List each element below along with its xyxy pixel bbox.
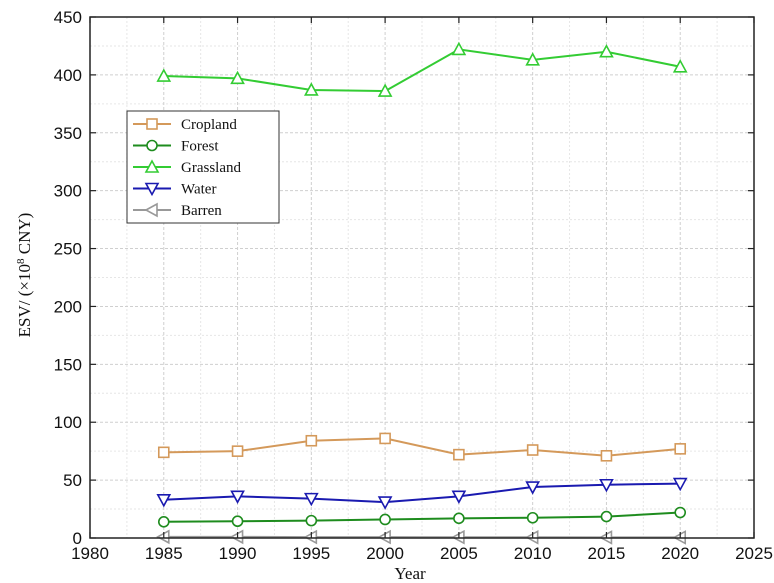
legend: Cropland Forest Grassland Water Barren	[126, 110, 280, 224]
series-forest	[157, 506, 687, 528]
tick-labels: 1980 1985 1990 1995 2000 2005 2010 2015 2020 2025…	[54, 8, 773, 563]
data-point-cropland	[379, 432, 391, 445]
data-point-water	[599, 478, 614, 493]
data-point-grassland	[525, 52, 541, 66]
data-point-water	[377, 496, 393, 510]
data-point-forest	[453, 512, 465, 525]
series-line-forest	[163, 511, 681, 523]
x-tick-label: 1980	[71, 544, 109, 563]
data-point-grassland	[303, 82, 319, 96]
y-tick-label: 450	[54, 8, 82, 27]
data-point-water	[451, 490, 467, 504]
data-point-cropland	[305, 434, 318, 447]
series-line-water	[163, 482, 681, 504]
y-tick-label: 350	[54, 124, 82, 143]
data-point-forest	[379, 513, 391, 526]
x-tick-label: 2010	[514, 544, 552, 563]
data-point-cropland	[674, 443, 687, 455]
series-water	[156, 477, 688, 510]
data-point-water	[672, 477, 688, 492]
data-point-cropland	[600, 449, 613, 462]
x-tick-label: 2000	[366, 544, 404, 563]
data-point-forest	[526, 511, 539, 524]
x-tick-label: 1985	[145, 544, 183, 563]
x-axis-title: Year	[394, 564, 426, 583]
y-tick-label: 0	[73, 529, 82, 548]
y-tick-label: 300	[54, 182, 82, 201]
x-tick-label: 2020	[661, 544, 699, 563]
data-point-cropland	[231, 445, 244, 457]
series-line-grassland	[163, 48, 681, 93]
series-line-cropland	[163, 437, 681, 457]
legend-marker	[144, 182, 160, 197]
y-tick-label: 50	[63, 471, 82, 490]
data-point-grassland	[156, 68, 172, 82]
legend-entry-water: Water	[133, 182, 216, 198]
legend-label: Cropland	[181, 117, 237, 133]
data-point-water	[156, 493, 172, 508]
data-point-grassland	[672, 59, 688, 73]
data-point-water	[303, 492, 319, 507]
x-tick-label: 2005	[440, 544, 478, 563]
x-tick-label: 2015	[588, 544, 626, 563]
x-tick-label: 1990	[219, 544, 257, 563]
legend-marker	[146, 118, 158, 130]
data-point-forest	[600, 510, 613, 523]
series-grassland	[156, 41, 688, 97]
axis-ticks	[89, 16, 755, 539]
data-point-forest	[674, 506, 687, 519]
legend-entry-cropland: Cropland	[133, 117, 237, 133]
data-point-water	[230, 490, 245, 504]
plot-frame	[89, 16, 755, 539]
y-axis-title-main: ESV/ (×10	[15, 264, 34, 337]
data-point-cropland	[453, 448, 465, 461]
data-point-grassland	[451, 41, 467, 56]
legend-entry-grassland: Grassland	[133, 159, 241, 176]
y-tick-label: 250	[54, 240, 82, 259]
y-axis-title: ESV/ (×108 CNY)	[15, 213, 34, 338]
legend-marker	[144, 159, 160, 173]
data-point-cropland	[526, 444, 539, 456]
legend-entry-forest: Forest	[133, 139, 219, 155]
series-layer	[156, 41, 688, 545]
legend-label: Forest	[181, 139, 219, 155]
y-axis-title-tail: CNY)	[15, 213, 34, 259]
legend-label: Grassland	[181, 160, 241, 176]
series-cropland	[157, 432, 687, 462]
y-tick-label: 200	[54, 297, 82, 316]
data-point-water	[525, 481, 541, 495]
y-axis-title-superscript: 8	[15, 258, 27, 264]
grid-lines	[90, 17, 754, 538]
legend-entry-barren: Barren	[133, 202, 222, 219]
x-tick-label: 1995	[292, 544, 330, 563]
legend-label: Barren	[181, 203, 222, 219]
y-tick-label: 150	[54, 355, 82, 374]
data-point-grassland	[230, 70, 245, 85]
data-point-grassland	[599, 44, 614, 58]
y-tick-label: 400	[54, 66, 82, 85]
data-point-forest	[305, 514, 318, 527]
data-point-forest	[157, 515, 170, 528]
data-point-forest	[231, 515, 244, 528]
y-tick-label: 100	[54, 413, 82, 432]
legend-marker	[146, 139, 158, 152]
legend-marker	[144, 202, 158, 218]
data-point-grassland	[377, 83, 393, 97]
x-tick-label: 2025	[735, 544, 773, 563]
legend-label: Water	[181, 182, 216, 198]
data-point-cropland	[157, 446, 170, 459]
